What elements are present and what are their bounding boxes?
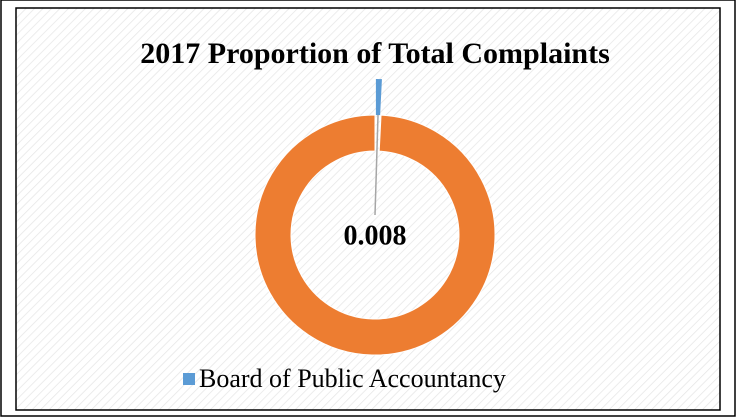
donut-slice [254,114,496,356]
data-label: 0.008 [344,220,407,251]
leader-line [374,115,379,216]
donut-slice [375,79,382,116]
legend-swatch [183,373,195,385]
chart-area [15,7,721,411]
legend-label: Board of Public Accountancy [199,364,506,393]
chart-title: 2017 Proportion of Total Complaints [140,37,610,70]
